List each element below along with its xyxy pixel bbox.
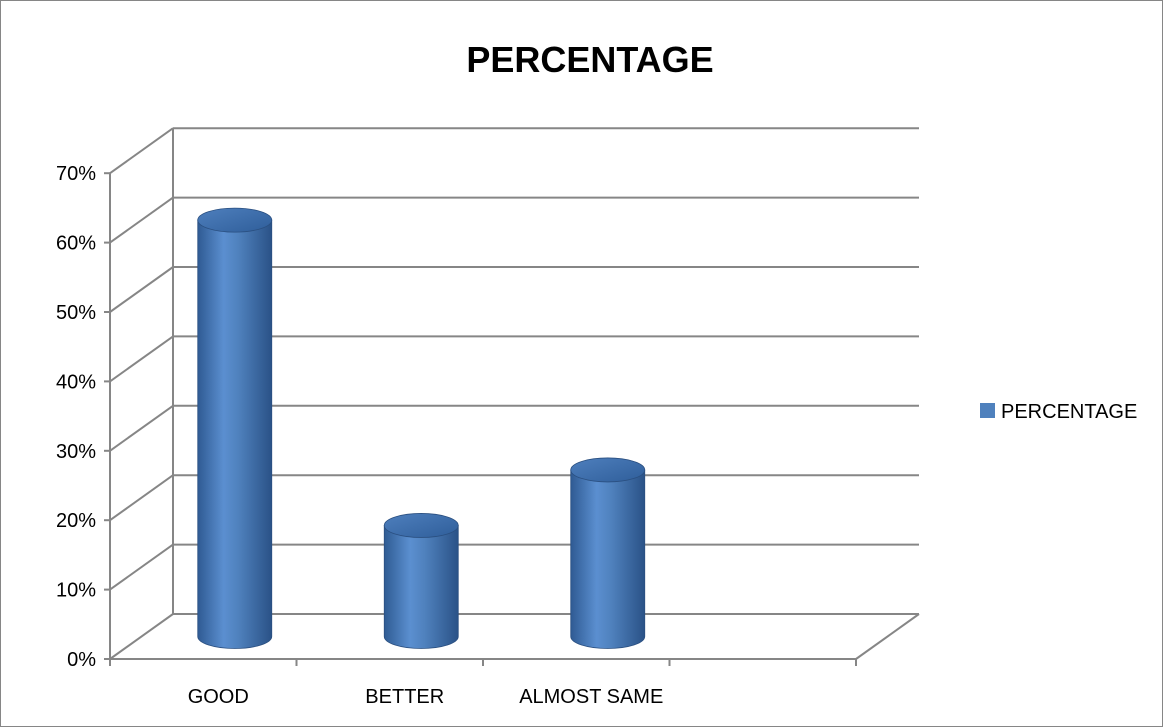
side-wall-gridline: [109, 127, 174, 175]
bar: [197, 207, 273, 649]
side-wall-gridline: [109, 474, 174, 522]
y-tick-label: 30%: [56, 441, 96, 463]
x-tick-label: ALMOST SAME: [519, 686, 663, 708]
y-tick-label: 20%: [56, 510, 96, 532]
side-wall-gridline: [109, 335, 174, 383]
legend: PERCENTAGE: [980, 401, 1137, 423]
bar-body: [197, 219, 273, 649]
bar: [570, 457, 646, 649]
gridlines: [109, 127, 920, 660]
y-tick-label: 70%: [56, 163, 96, 185]
side-wall-gridline: [109, 613, 174, 660]
side-wall-gridline: [109, 266, 174, 313]
bar-top: [570, 457, 646, 483]
legend-swatch: [980, 403, 995, 418]
legend-label: PERCENTAGE: [1001, 401, 1137, 423]
y-tick-label: 60%: [56, 233, 96, 255]
x-tick-label: GOOD: [188, 686, 249, 708]
side-wall-gridline: [109, 543, 174, 591]
y-tick-label: 40%: [56, 371, 96, 393]
side-wall-gridline: [109, 404, 174, 452]
chart-title: PERCENTAGE: [466, 39, 713, 80]
floor-right-edge: [855, 613, 920, 660]
y-tick-label: 10%: [56, 580, 96, 602]
y-tick-label: 0%: [67, 649, 96, 671]
y-tick-label: 50%: [56, 302, 96, 324]
bar: [383, 513, 459, 649]
bars: [197, 207, 646, 649]
bar-top: [383, 513, 459, 538]
y-axis-ticks: 0% 10% 20% 30% 40% 50% 60% 70%: [56, 163, 110, 671]
bar-body: [383, 525, 459, 649]
side-wall-gridline: [109, 196, 174, 244]
bar-body: [570, 469, 646, 649]
x-axis: GOOD BETTER ALMOST SAME: [109, 659, 857, 708]
bar-top: [197, 207, 273, 233]
x-tick-label: BETTER: [365, 686, 444, 708]
